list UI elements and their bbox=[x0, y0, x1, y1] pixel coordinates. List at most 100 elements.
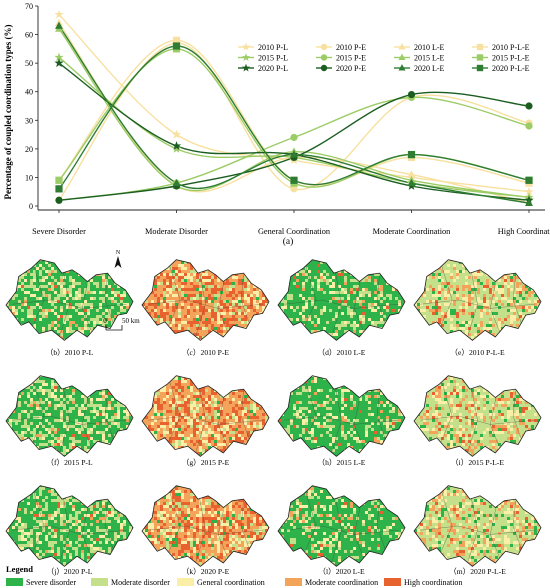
map-panel: （j）2020 P-L bbox=[5, 485, 134, 576]
chart-legend: 2010 P-L 2010 P-E 2010 L-E 2010 P-L-E 2015 P… bbox=[238, 42, 530, 73]
legend-label: 2015 P-L bbox=[258, 54, 288, 63]
map-outline bbox=[413, 259, 542, 341]
legend-label: 2015 P-E bbox=[336, 54, 366, 63]
legend-entry: 2010 P-L bbox=[238, 42, 288, 52]
legend-entry: 2010 L-E bbox=[394, 43, 445, 52]
legend-entry: 2020 P-L bbox=[238, 63, 288, 73]
series-markers bbox=[54, 9, 534, 207]
legend-swatch bbox=[91, 578, 108, 586]
map-outline bbox=[5, 485, 134, 567]
map-caption: （b）2010 P-L bbox=[46, 348, 94, 357]
map-outline bbox=[413, 375, 542, 457]
data-point bbox=[290, 150, 298, 158]
line-chart: Percentage of coupled coordination types… bbox=[3, 2, 550, 247]
y-tick-label: 30 bbox=[25, 116, 33, 125]
data-point bbox=[55, 176, 63, 184]
legend-label: 2015 L-E bbox=[414, 54, 445, 63]
data-point bbox=[171, 129, 182, 139]
map-panel: （c）2010 P-E bbox=[141, 259, 270, 357]
data-point bbox=[407, 150, 416, 159]
map-panel: （g）2015 P-E bbox=[141, 375, 270, 467]
legend-entry: 2015 L-E bbox=[394, 54, 445, 63]
legend-entry: 2020 L-E bbox=[394, 64, 445, 73]
data-point bbox=[525, 176, 533, 184]
data-point bbox=[525, 122, 533, 130]
map-fill bbox=[278, 485, 405, 567]
data-point bbox=[524, 186, 534, 196]
legend-swatch bbox=[177, 578, 194, 586]
legend-label: 2010 P-L bbox=[258, 43, 288, 52]
data-point bbox=[172, 36, 181, 44]
x-axis: Severe Disorder Moderate Disorder General … bbox=[32, 209, 550, 236]
data-point bbox=[407, 178, 416, 187]
data-point bbox=[407, 90, 416, 99]
map-outline bbox=[277, 375, 406, 457]
map-panel: （h）2015 L-E bbox=[277, 375, 406, 467]
legend-item: General coordination bbox=[177, 578, 265, 587]
legend-label: 2015 P-L-E bbox=[492, 54, 530, 63]
data-point bbox=[55, 185, 63, 193]
legend-entry: 2015 P-L-E bbox=[472, 54, 530, 63]
map-caption: （k）2020 P-E bbox=[182, 567, 230, 576]
legend-item-label: Moderate coordination bbox=[305, 578, 378, 587]
map-grid: （b）2010 P-L （c）2010 P-E （d）2010 L-E （e）2010… bbox=[5, 259, 542, 576]
legend-label: 2020 P-L bbox=[258, 64, 288, 73]
legend-entry: 2015 P-E bbox=[316, 54, 366, 63]
data-point bbox=[54, 9, 64, 19]
legend-item: Severe disorder bbox=[6, 578, 76, 587]
map-caption: （c）2010 P-E bbox=[182, 348, 229, 357]
map-outline bbox=[277, 485, 406, 567]
map-outline bbox=[5, 375, 134, 457]
scale-bar-zero: 0 bbox=[103, 317, 107, 325]
map-caption: （e）2010 P-L-E bbox=[450, 348, 505, 357]
data-point bbox=[290, 185, 298, 193]
y-tick-label: 10 bbox=[25, 173, 33, 182]
data-point bbox=[290, 133, 298, 142]
map-caption: （h）2015 L-E bbox=[318, 458, 366, 467]
y-tick-label: 70 bbox=[25, 2, 33, 11]
panel-label: (a) bbox=[283, 236, 294, 247]
data-point bbox=[407, 170, 416, 178]
map-caption: （j）2020 P-L bbox=[47, 567, 93, 576]
legend-item: Moderate coordination bbox=[285, 578, 378, 587]
legend-entry: 2010 P-E bbox=[316, 43, 366, 52]
y-tick-label: 40 bbox=[25, 88, 33, 97]
series-line bbox=[58, 22, 530, 204]
map-outline bbox=[141, 375, 270, 457]
map-outline bbox=[141, 485, 270, 567]
map-legend: Legend Severe disorder Moderate disorder G… bbox=[6, 564, 462, 587]
y-tick-label: 20 bbox=[25, 145, 33, 154]
data-point bbox=[54, 58, 64, 68]
y-axis-label: Percentage of coupled coordination types… bbox=[3, 24, 13, 199]
x-tick-label: General Coordination bbox=[258, 227, 331, 236]
legend-item: Moderate disorder bbox=[91, 578, 170, 587]
legend-label: 2010 L-E bbox=[414, 43, 445, 52]
series-line bbox=[58, 39, 530, 187]
series-lines bbox=[58, 14, 530, 204]
y-tick-label: 60 bbox=[25, 31, 33, 40]
y-tick-label: 0 bbox=[29, 202, 33, 211]
map-panel: （i）2015 P-L-E bbox=[413, 375, 542, 467]
legend-entry: 2010 P-L-E bbox=[472, 43, 530, 52]
legend-item: High coordination bbox=[384, 578, 462, 587]
map-outline bbox=[413, 485, 542, 567]
series-line bbox=[58, 56, 530, 199]
x-tick-label: Severe Disorder bbox=[32, 227, 86, 236]
legend-item-label: Severe disorder bbox=[26, 578, 76, 587]
data-point bbox=[525, 198, 533, 207]
map-caption: （l）2020 L-E bbox=[318, 567, 365, 576]
x-tick-label: Moderate Coordination bbox=[373, 227, 452, 236]
scale-bar-distance: 50 km bbox=[122, 317, 140, 325]
data-point bbox=[55, 21, 63, 29]
data-point bbox=[171, 144, 182, 153]
map-outline bbox=[5, 259, 134, 341]
series-line bbox=[58, 25, 530, 204]
map-caption: （d）2010 L-E bbox=[318, 348, 366, 357]
map-panel: （d）2010 L-E bbox=[277, 259, 406, 357]
map-panel: （l）2020 L-E bbox=[277, 485, 406, 576]
y-axis: 0 10 20 30 40 50 60 70 bbox=[25, 2, 39, 211]
legend-swatch bbox=[285, 578, 302, 586]
map-caption: （f）2015 P-L bbox=[46, 458, 93, 467]
map-outline bbox=[277, 259, 406, 341]
y-tick-label: 50 bbox=[25, 59, 33, 68]
